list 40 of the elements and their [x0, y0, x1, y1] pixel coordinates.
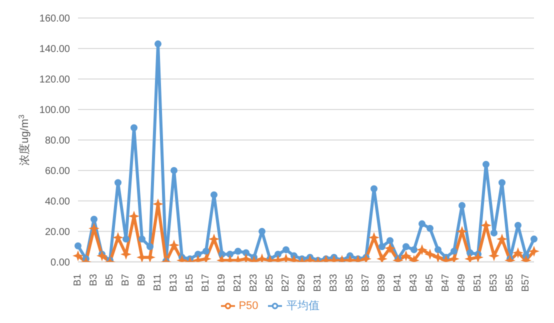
x-tick-label: B1	[72, 273, 84, 286]
x-tick-label: B25	[264, 273, 276, 292]
x-tick-label: B49	[456, 273, 468, 292]
x-tick-label: B27	[280, 273, 292, 292]
y-tick-label: 0.00	[50, 257, 70, 268]
x-tick-label: B43	[408, 273, 420, 292]
legend-label: P50	[238, 300, 258, 312]
x-tick-label: B37	[360, 273, 372, 292]
x-tick-label: B5	[104, 273, 116, 286]
x-tick-label: B7	[120, 273, 132, 286]
y-tick-label: 60.00	[44, 166, 70, 177]
y-tick-label: 80.00	[44, 136, 70, 147]
x-tick-label: B29	[296, 273, 308, 292]
y-tick-label: 100.00	[39, 105, 70, 116]
y-tick-label: 20.00	[44, 226, 70, 238]
legend-label: 平均值	[286, 300, 320, 312]
x-tick-label: B21	[232, 273, 244, 292]
x-tick-label: B13	[168, 273, 180, 292]
x-tick-label: B33	[328, 273, 340, 292]
x-tick-label: B15	[184, 273, 196, 292]
x-tick-label: B31	[312, 273, 324, 292]
x-tick-label: B53	[488, 273, 500, 292]
y-tick-label: 140.00	[39, 44, 70, 56]
x-tick-label: B45	[424, 273, 436, 292]
x-tick-label: B47	[440, 273, 452, 292]
x-tick-label: B17	[200, 273, 212, 292]
x-tick-label: B9	[136, 273, 148, 286]
y-tick-label: 160.00	[39, 14, 70, 25]
x-tick-label: B51	[472, 273, 484, 292]
x-tick-label: B35	[344, 273, 356, 292]
x-tick-label: B41	[392, 273, 404, 292]
x-tick-label: B11	[152, 273, 164, 291]
x-tick-label: B57	[520, 273, 532, 292]
x-tick-label: B23	[248, 273, 260, 292]
x-tick-label: B3	[88, 273, 100, 286]
x-tick-label: B39	[376, 273, 388, 292]
y-tick-label: 40.00	[44, 196, 70, 208]
x-tick-label: B55	[504, 273, 516, 292]
y-tick-label: 120.00	[39, 74, 70, 86]
x-tick-label: B19	[216, 273, 228, 292]
